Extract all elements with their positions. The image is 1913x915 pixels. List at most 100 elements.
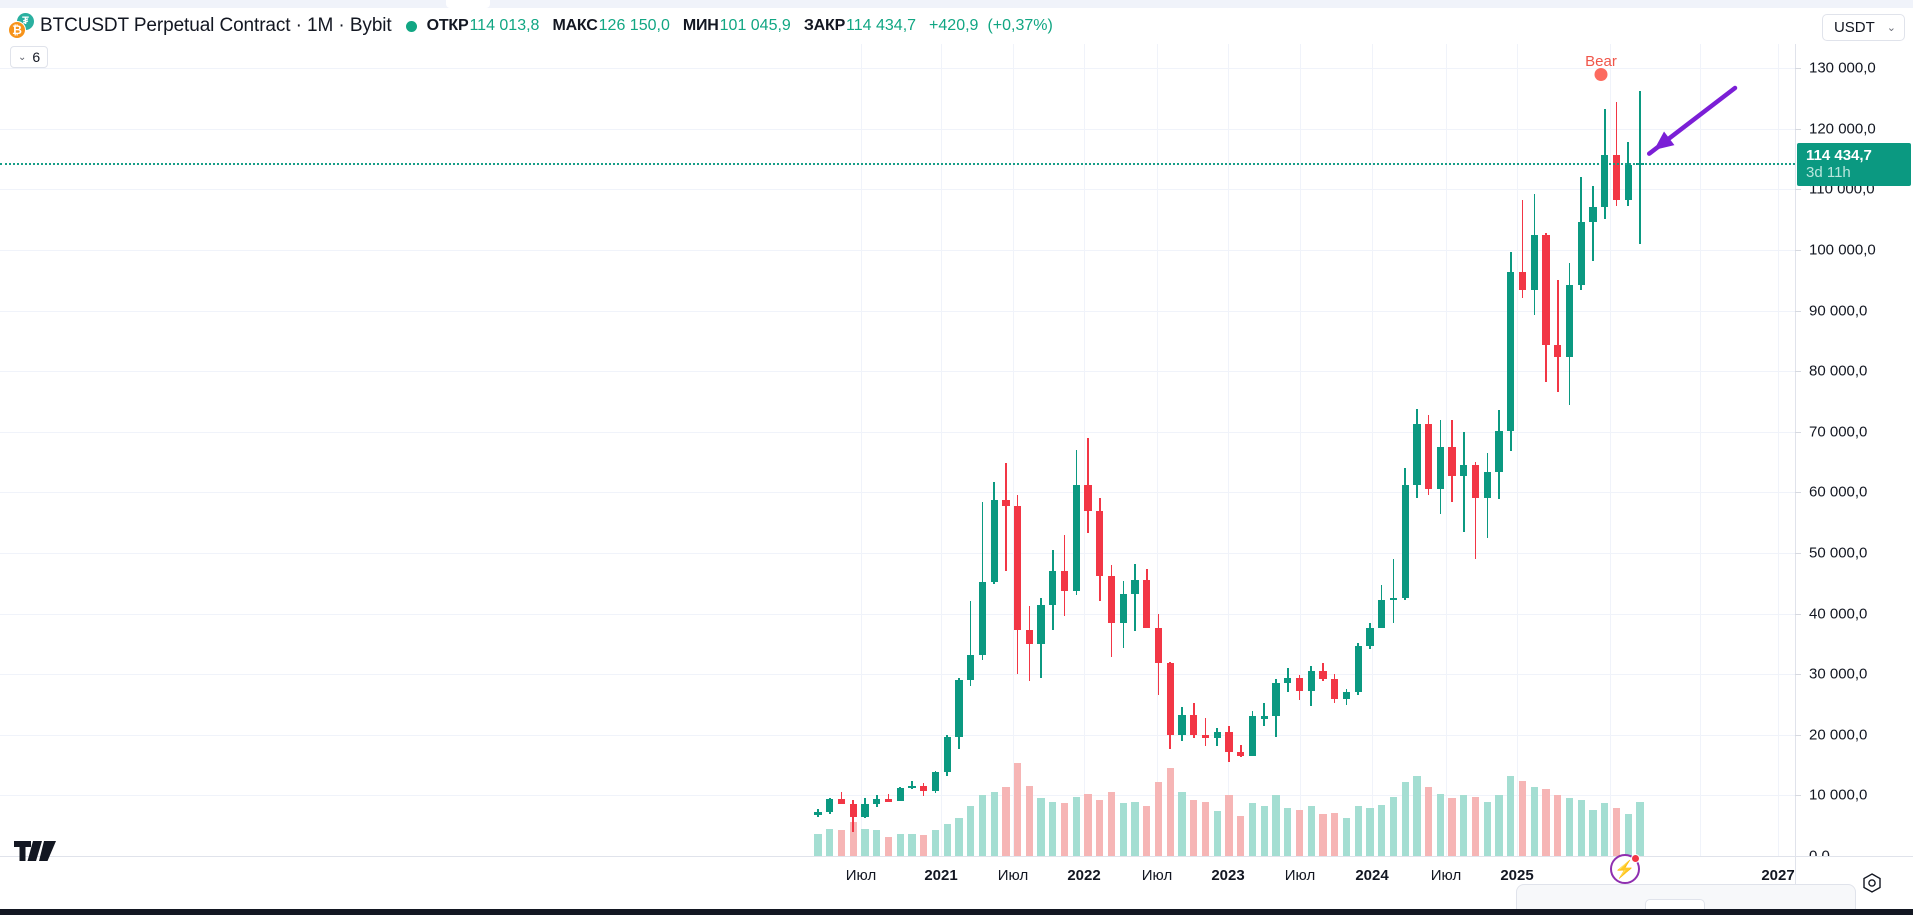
candle-body bbox=[1025, 629, 1033, 644]
gridline-vertical bbox=[1300, 44, 1301, 856]
time-tick-label: Июл bbox=[1284, 867, 1316, 884]
volume-bar bbox=[1530, 787, 1538, 856]
volume-bar bbox=[1413, 776, 1421, 856]
volume-bar bbox=[1190, 800, 1198, 856]
candle-body bbox=[1248, 716, 1257, 756]
candle-body bbox=[943, 736, 951, 773]
price-tick-mark bbox=[1795, 310, 1801, 312]
volume-bar bbox=[826, 828, 834, 856]
candle-body bbox=[1107, 576, 1116, 623]
ohlc-open-label: ОТКР bbox=[426, 17, 469, 34]
candle-body bbox=[1401, 485, 1409, 598]
time-tick-label: 2021 bbox=[924, 867, 958, 884]
volume-bar bbox=[1354, 806, 1362, 856]
volume-bar bbox=[1072, 796, 1080, 856]
candle-body bbox=[1577, 222, 1585, 286]
volume-bar bbox=[955, 817, 963, 856]
price-tick-mark bbox=[1795, 431, 1801, 433]
candle-wick bbox=[1239, 744, 1242, 758]
bear-annotation-label[interactable]: Bear bbox=[1585, 53, 1617, 70]
ohlc-open-value: 114 013,8 bbox=[469, 17, 540, 34]
ohlc-high-value: 126 150,0 bbox=[598, 17, 670, 34]
candle-body bbox=[1460, 464, 1468, 477]
lightning-bolt-icon: ⚡ bbox=[1614, 859, 1636, 879]
volume-bar bbox=[920, 835, 928, 856]
gridline-vertical bbox=[1446, 44, 1447, 856]
volume-bar bbox=[1636, 801, 1644, 856]
candle-body bbox=[1378, 599, 1386, 628]
candle-body bbox=[1272, 683, 1280, 717]
candle-body bbox=[1436, 446, 1444, 489]
gridline-vertical bbox=[1228, 44, 1229, 856]
candle-body bbox=[1213, 731, 1221, 739]
axis-divider bbox=[1795, 44, 1796, 856]
volume-bar bbox=[1518, 780, 1527, 856]
volume-bar bbox=[1166, 768, 1174, 856]
candle-body bbox=[908, 785, 916, 789]
price-axis[interactable]: 130 000,0 120 000,0 110 000,0 100 000,0 90 0… bbox=[1795, 44, 1913, 865]
gridline-horizontal bbox=[0, 492, 1795, 494]
candle-body bbox=[1483, 472, 1491, 499]
lightning-promo-badge[interactable]: ⚡ bbox=[1610, 854, 1640, 884]
currency-selector[interactable]: USDT ⌄ bbox=[1821, 14, 1905, 41]
candle-body bbox=[1424, 423, 1433, 489]
candle-body bbox=[1178, 714, 1186, 736]
volume-bar bbox=[1624, 814, 1632, 856]
candle-body bbox=[861, 803, 869, 818]
ohlc-close-value: 114 434,7 bbox=[846, 17, 917, 34]
volume-bar bbox=[908, 833, 916, 856]
candle-wick bbox=[969, 601, 972, 686]
tradingview-logo[interactable] bbox=[14, 838, 56, 864]
purple-arrow-annotation[interactable] bbox=[1634, 68, 1755, 170]
volume-bar bbox=[1554, 795, 1562, 856]
chart-legend-header: ₮ ₿ BTCUSDT Perpetual Contract · 1M · By… bbox=[0, 8, 1913, 44]
candle-wick bbox=[1134, 563, 1136, 631]
volume-bar bbox=[1507, 776, 1515, 856]
candle-body bbox=[1307, 671, 1315, 692]
gridline-vertical bbox=[1778, 44, 1779, 856]
candle-body bbox=[1143, 580, 1151, 628]
change-percent: (+0,37%) bbox=[987, 17, 1053, 34]
price-tick-label: 70 000,0 bbox=[1809, 423, 1868, 441]
volume-bar bbox=[1378, 804, 1386, 856]
candle-body bbox=[849, 803, 857, 818]
symbol-title[interactable]: BTCUSDT Perpetual Contract · 1M · Bybit bbox=[40, 15, 392, 36]
current-price-value: 114 434,7 bbox=[1806, 146, 1872, 164]
volume-bar bbox=[814, 833, 822, 856]
gridline-horizontal bbox=[0, 310, 1795, 312]
candle-body bbox=[1190, 714, 1198, 735]
volume-bar bbox=[1049, 801, 1057, 856]
volume-bar bbox=[1342, 817, 1351, 856]
gridline-horizontal bbox=[0, 613, 1795, 615]
chart-plot-area[interactable] bbox=[0, 44, 1795, 856]
volume-bar bbox=[1401, 782, 1409, 856]
candle-wick bbox=[1521, 199, 1524, 298]
volume-bar bbox=[1307, 806, 1315, 856]
candle-body bbox=[1260, 716, 1268, 719]
candle-body bbox=[1225, 731, 1233, 752]
browser-tab-stub[interactable] bbox=[446, 0, 490, 8]
notification-dot bbox=[1631, 854, 1640, 863]
time-tick-label: 2023 bbox=[1211, 867, 1245, 884]
volume-bar bbox=[1460, 795, 1468, 856]
chevron-down-icon: ⌄ bbox=[18, 51, 27, 63]
candle-body bbox=[990, 499, 998, 583]
volume-bar bbox=[978, 795, 987, 856]
volume-bar bbox=[1565, 798, 1574, 856]
bear-annotation-dot[interactable] bbox=[1594, 68, 1608, 81]
btc-usdt-pair-icon: ₮ ₿ bbox=[8, 13, 34, 39]
candle-body bbox=[1072, 484, 1080, 591]
candle-body bbox=[1060, 570, 1069, 591]
candle-body bbox=[1589, 207, 1597, 223]
volume-bar bbox=[837, 830, 846, 856]
chevron-down-icon: ⌄ bbox=[1886, 22, 1896, 34]
indicators-collapsed-badge[interactable]: ⌄ 6 bbox=[10, 46, 49, 68]
current-price-badge[interactable]: 114 434,7 3d 11h bbox=[1797, 142, 1911, 186]
candle-body bbox=[931, 772, 940, 791]
candle-body bbox=[1354, 646, 1362, 693]
clock-icon[interactable] bbox=[1861, 872, 1883, 894]
time-tick-label: Июл bbox=[997, 867, 1029, 884]
volume-bar bbox=[1577, 800, 1585, 856]
price-tick-label: 90 000,0 bbox=[1809, 302, 1868, 320]
candle-body bbox=[1565, 285, 1574, 357]
